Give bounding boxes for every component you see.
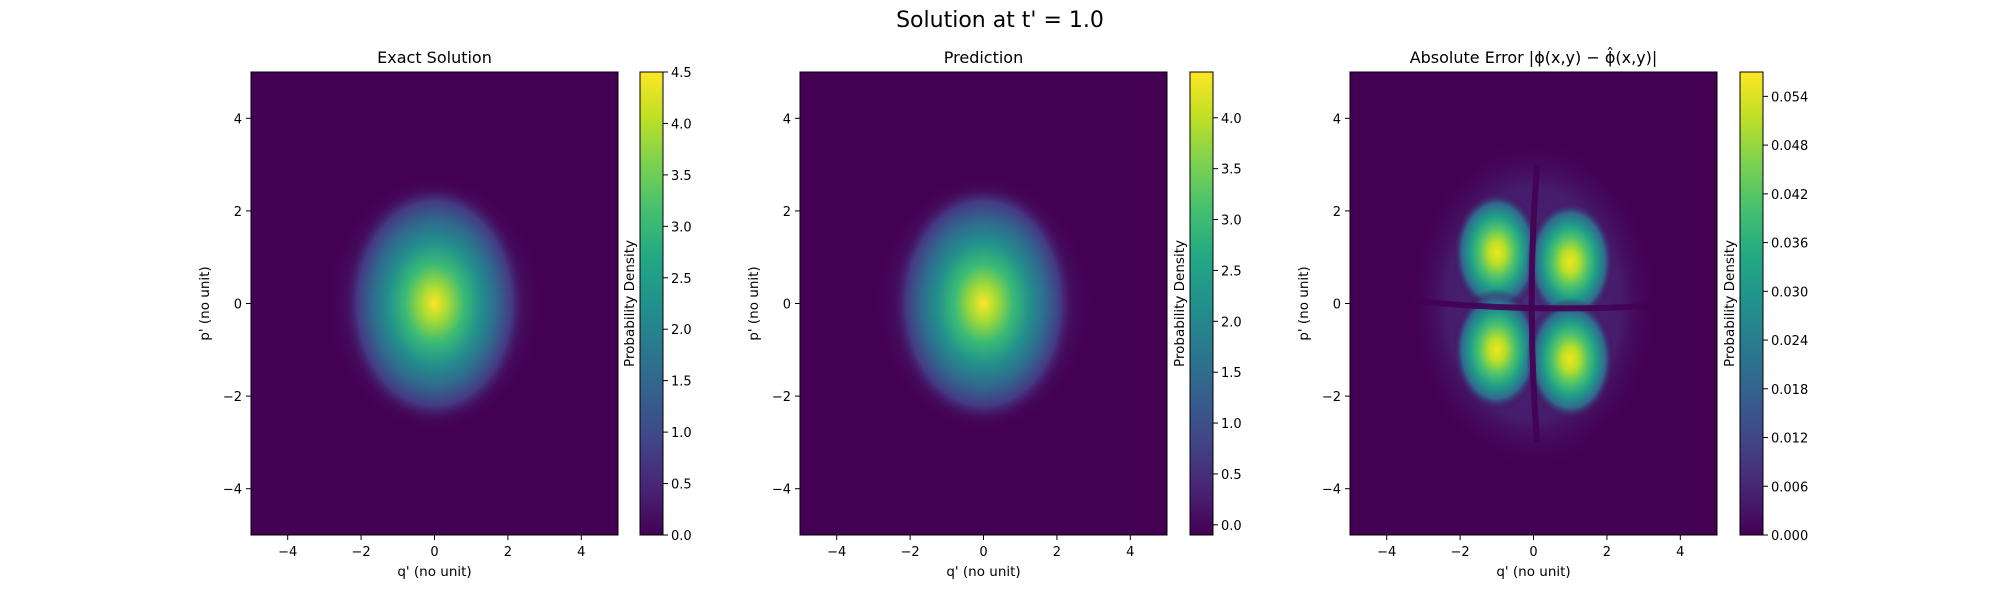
y-tick-label: −2 xyxy=(772,390,791,405)
x-tick-label: 2 xyxy=(1603,545,1611,560)
y-tick-label: −2 xyxy=(1322,390,1341,405)
x-tick-label: 0 xyxy=(979,545,987,560)
colorbar-tick-label: 4.5 xyxy=(671,66,692,81)
colorbar-tick-label: 0.030 xyxy=(1771,285,1808,300)
colorbar xyxy=(639,71,664,536)
colorbar-tick-label: 1.0 xyxy=(671,426,692,441)
nodal-line-vertical xyxy=(1528,164,1541,443)
x-tick-label: 4 xyxy=(1126,545,1134,560)
colorbar-tick-label: 3.5 xyxy=(671,169,692,184)
x-tick-label: 0 xyxy=(430,545,438,560)
error-lobe-2 xyxy=(1526,200,1615,323)
colorbar-tick-label: 2.5 xyxy=(671,272,692,287)
panel-1: −4 −2 0 2 4 −4 −2 0 2 4 q' (no unit) p' (no unit) Ex… xyxy=(197,48,692,580)
y-axis-label: p' (no unit) xyxy=(746,266,762,340)
colorbar-tick-label: 1.5 xyxy=(671,375,692,390)
colorbar-tick-label: 4.0 xyxy=(671,117,692,132)
x-tick-label: −4 xyxy=(1377,545,1396,560)
colorbar-label: Probability Density xyxy=(622,240,638,367)
density-peak xyxy=(342,181,527,426)
panel-2: −4 −2 0 2 4 −4 −2 0 2 4 q' (no unit) p' (no unit) Pr… xyxy=(746,48,1242,580)
colorbar-tick-label: 0.0 xyxy=(671,529,692,544)
colorbar-tick-label: 4.0 xyxy=(1221,112,1242,127)
x-tick-label: 4 xyxy=(577,545,585,560)
colorbar xyxy=(1189,71,1214,536)
x-tick-label: 0 xyxy=(1529,545,1537,560)
y-tick-label: −4 xyxy=(1322,483,1341,498)
colorbar-tick-label: 0.042 xyxy=(1771,188,1808,203)
colorbar-tick-label: 0.006 xyxy=(1771,480,1808,495)
y-tick-label: 2 xyxy=(234,205,242,220)
colorbar-tick-label: 0.048 xyxy=(1771,139,1808,154)
colorbar-tick-label: 0.5 xyxy=(671,478,692,493)
colorbar-tick-label: 0.5 xyxy=(1221,468,1242,483)
colorbar-tick-label: 3.0 xyxy=(671,220,692,235)
x-tick-label: −2 xyxy=(1451,545,1470,560)
colorbar-tick-label: 0.036 xyxy=(1771,237,1808,252)
error-lobe-4 xyxy=(1526,297,1615,421)
x-tick-label: 4 xyxy=(1676,545,1684,560)
x-tick-label: 2 xyxy=(504,545,512,560)
colorbar-label: Probability Density xyxy=(1172,240,1188,367)
y-tick-label: 0 xyxy=(1333,298,1341,313)
x-tick-label: −2 xyxy=(901,545,920,560)
colorbar-tick-label: 0.054 xyxy=(1771,90,1808,105)
y-tick-label: 4 xyxy=(1333,112,1341,127)
heatmap-area xyxy=(251,72,618,535)
figure-title: Solution at t' = 1.0 xyxy=(896,8,1104,33)
colorbar-tick-label: 3.0 xyxy=(1221,214,1242,229)
colorbar-tick-label: 1.0 xyxy=(1221,417,1242,432)
colorbar-tick-label: 0.018 xyxy=(1771,383,1808,398)
y-tick-label: 0 xyxy=(783,298,791,313)
y-tick-label: 4 xyxy=(783,112,791,127)
colorbar-label: Probability Density xyxy=(1722,240,1738,367)
x-tick-label: −4 xyxy=(827,545,846,560)
density-peak xyxy=(891,181,1076,426)
colorbar-tick-label: 0.0 xyxy=(1221,519,1242,534)
x-axis-label: q' (no unit) xyxy=(1496,564,1570,580)
colorbar-tick-label: 2.0 xyxy=(671,323,692,338)
x-axis-label: q' (no unit) xyxy=(946,564,1020,580)
y-tick-label: −2 xyxy=(223,390,242,405)
y-tick-label: 2 xyxy=(1333,205,1341,220)
colorbar-tick-label: 0.000 xyxy=(1771,529,1808,544)
colorbar xyxy=(1739,71,1764,536)
heatmap-area xyxy=(800,72,1167,535)
panel-title: Exact Solution xyxy=(377,48,492,67)
x-tick-label: 2 xyxy=(1053,545,1061,560)
x-tick-label: −2 xyxy=(352,545,371,560)
colorbar-tick-label: 0.012 xyxy=(1771,432,1808,447)
y-tick-label: 4 xyxy=(234,112,242,127)
colorbar-tick-label: 0.024 xyxy=(1771,334,1808,349)
x-tick-label: −4 xyxy=(278,545,297,560)
panel-title: Prediction xyxy=(944,48,1023,67)
colorbar-tick-label: 3.5 xyxy=(1221,163,1242,178)
y-tick-label: 0 xyxy=(234,298,242,313)
panel-3: −4 −2 0 2 4 −4 −2 0 2 4 q' (no unit) p' (no unit) Ab… xyxy=(1296,47,1808,580)
y-tick-label: −4 xyxy=(223,483,242,498)
x-axis-label: q' (no unit) xyxy=(397,564,471,580)
heatmap-area xyxy=(1350,72,1717,535)
y-tick-label: 2 xyxy=(783,205,791,220)
panel-title: Absolute Error |ϕ(x,y) − ϕ̂(x,y)| xyxy=(1410,47,1658,67)
y-tick-label: −4 xyxy=(772,483,791,498)
y-axis-label: p' (no unit) xyxy=(1296,266,1312,340)
y-axis-label: p' (no unit) xyxy=(197,266,213,340)
colorbar-tick-label: 1.5 xyxy=(1221,366,1242,381)
colorbar-tick-label: 2.0 xyxy=(1221,315,1242,330)
colorbar-tick-label: 2.5 xyxy=(1221,264,1242,279)
error-lobe-1 xyxy=(1452,191,1541,314)
error-lobe-3 xyxy=(1452,288,1541,411)
